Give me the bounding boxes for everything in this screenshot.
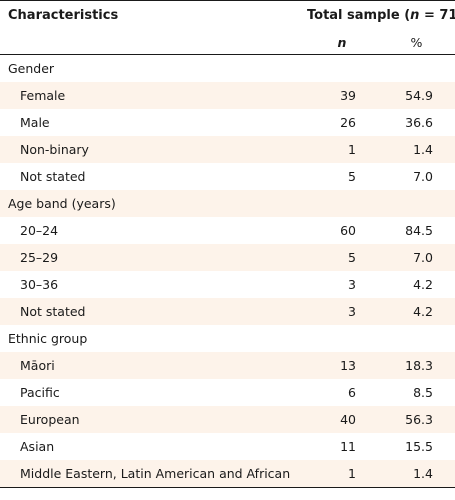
group-row: Ethnic group bbox=[0, 325, 455, 352]
row-label: Not stated bbox=[0, 298, 306, 325]
row-percent: 7.0 bbox=[378, 244, 455, 271]
row-label: 20–24 bbox=[20, 223, 59, 238]
row-label: 30–36 bbox=[20, 277, 59, 292]
group-row: Gender bbox=[0, 55, 455, 83]
subheader-n: n bbox=[306, 30, 378, 55]
row-percent: 56.3 bbox=[378, 406, 455, 433]
table-body: Gender Female 39 54.9 Male 26 36.6 Non-binary 1 1… bbox=[0, 55, 455, 488]
table-row: 30–36 3 4.2 bbox=[0, 271, 455, 298]
row-percent: 4.2 bbox=[413, 277, 433, 292]
table-row: European 40 56.3 bbox=[0, 406, 455, 433]
table-row: Māori 13 18.3 bbox=[0, 352, 455, 379]
row-percent: 4.2 bbox=[378, 298, 455, 325]
demographics-table: Characteristics Total sample (n = 71) n … bbox=[0, 0, 455, 488]
table-row: Pacific 6 8.5 bbox=[0, 379, 455, 406]
header-row: Characteristics Total sample (n = 71) bbox=[0, 0, 455, 30]
table-row: 20–24 60 84.5 bbox=[0, 217, 455, 244]
row-label: Not stated bbox=[20, 169, 86, 184]
row-count: 5 bbox=[348, 169, 356, 184]
row-count: 1 bbox=[306, 460, 378, 488]
row-percent: 18.3 bbox=[378, 352, 455, 379]
table-row: Male 26 36.6 bbox=[0, 109, 455, 136]
row-count: 60 bbox=[340, 223, 356, 238]
table-row: Non-binary 1 1.4 bbox=[0, 136, 455, 163]
table-row: Not stated 3 4.2 bbox=[0, 298, 455, 325]
row-count: 26 bbox=[340, 115, 356, 130]
row-percent: 84.5 bbox=[405, 223, 433, 238]
row-percent: 1.4 bbox=[378, 460, 455, 488]
header-total-sample: Total sample (n = 71) bbox=[306, 0, 455, 30]
row-label: Pacific bbox=[20, 385, 60, 400]
row-label: Asian bbox=[20, 439, 55, 454]
table-header: Characteristics Total sample (n = 71) n … bbox=[0, 0, 455, 55]
row-percent: 15.5 bbox=[405, 439, 433, 454]
header-total-suffix: = 71) bbox=[423, 8, 455, 23]
group-label: Ethnic group bbox=[8, 331, 88, 346]
row-count: 40 bbox=[306, 406, 378, 433]
table-row: Asian 11 15.5 bbox=[0, 433, 455, 460]
table-row: Middle Eastern, Latin American and Afric… bbox=[0, 460, 455, 488]
header-total-prefix: Total sample ( bbox=[307, 8, 411, 23]
row-percent: 36.6 bbox=[405, 115, 433, 130]
row-count: 6 bbox=[348, 385, 356, 400]
group-row: Age band (years) bbox=[0, 190, 455, 217]
row-count: 11 bbox=[340, 439, 356, 454]
row-percent: 8.5 bbox=[413, 385, 433, 400]
row-percent: 7.0 bbox=[413, 169, 433, 184]
row-count: 3 bbox=[348, 277, 356, 292]
row-label: Male bbox=[20, 115, 50, 130]
group-label: Age band (years) bbox=[0, 190, 455, 217]
header-total-n: n bbox=[410, 8, 420, 23]
group-label: Gender bbox=[8, 61, 55, 76]
row-count: 13 bbox=[306, 352, 378, 379]
row-count: 5 bbox=[306, 244, 378, 271]
row-percent: 1.4 bbox=[378, 136, 455, 163]
row-count: 3 bbox=[306, 298, 378, 325]
table-row: 25–29 5 7.0 bbox=[0, 244, 455, 271]
row-label: Female bbox=[0, 82, 306, 109]
row-count: 1 bbox=[306, 136, 378, 163]
subheader-percent: % bbox=[378, 30, 455, 55]
row-label: European bbox=[0, 406, 306, 433]
subheader-empty bbox=[0, 30, 306, 55]
row-label: Non-binary bbox=[0, 136, 306, 163]
row-label: Māori bbox=[0, 352, 306, 379]
subheader-row: n % bbox=[0, 30, 455, 55]
header-characteristics: Characteristics bbox=[0, 0, 306, 30]
table-row: Female 39 54.9 bbox=[0, 82, 455, 109]
row-label: 25–29 bbox=[0, 244, 306, 271]
row-label: Middle Eastern, Latin American and Afric… bbox=[0, 460, 306, 488]
row-percent: 54.9 bbox=[378, 82, 455, 109]
table-row: Not stated 5 7.0 bbox=[0, 163, 455, 190]
row-count: 39 bbox=[306, 82, 378, 109]
